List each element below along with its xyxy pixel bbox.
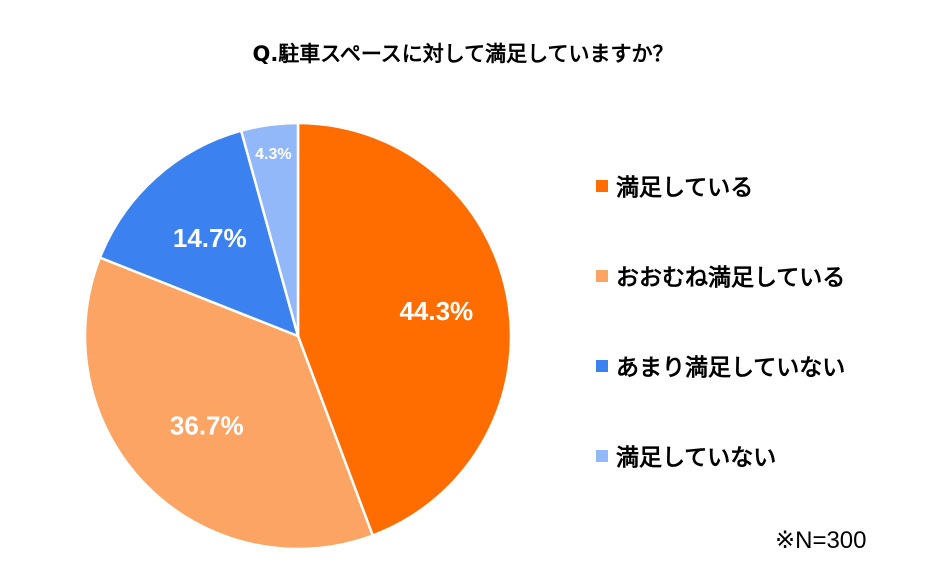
slice-value-label-2: 36.7% — [170, 411, 244, 441]
pie-slice-4 — [239, 121, 300, 338]
pie-slice-labels: 44.3% 36.7% 14.7% 4.3% — [170, 146, 473, 441]
slice-value-label-1: 44.3% — [399, 296, 473, 326]
pie-slice-2 — [83, 256, 374, 551]
legend-label: あまり満足していない — [616, 355, 846, 381]
slice-value-label-4: 4.3% — [255, 146, 291, 163]
legend-label: 満足している — [616, 175, 754, 201]
pie-slice-1 — [296, 121, 513, 537]
sample-size-note: ※N=300 — [775, 527, 867, 554]
chart-title: Q.駐車スペースに対して満足していますか？ — [252, 42, 674, 66]
legend-swatch — [596, 450, 608, 462]
legend-label: 満足していない — [616, 445, 777, 471]
legend-label: おおむね満足している — [616, 265, 846, 291]
legend-swatch — [596, 360, 608, 372]
legend-swatch — [596, 270, 608, 282]
slice-value-label-3: 14.7% — [173, 223, 247, 253]
pie-slice-3 — [98, 129, 300, 338]
legend-swatch — [596, 180, 608, 192]
pie-slices — [83, 121, 513, 551]
